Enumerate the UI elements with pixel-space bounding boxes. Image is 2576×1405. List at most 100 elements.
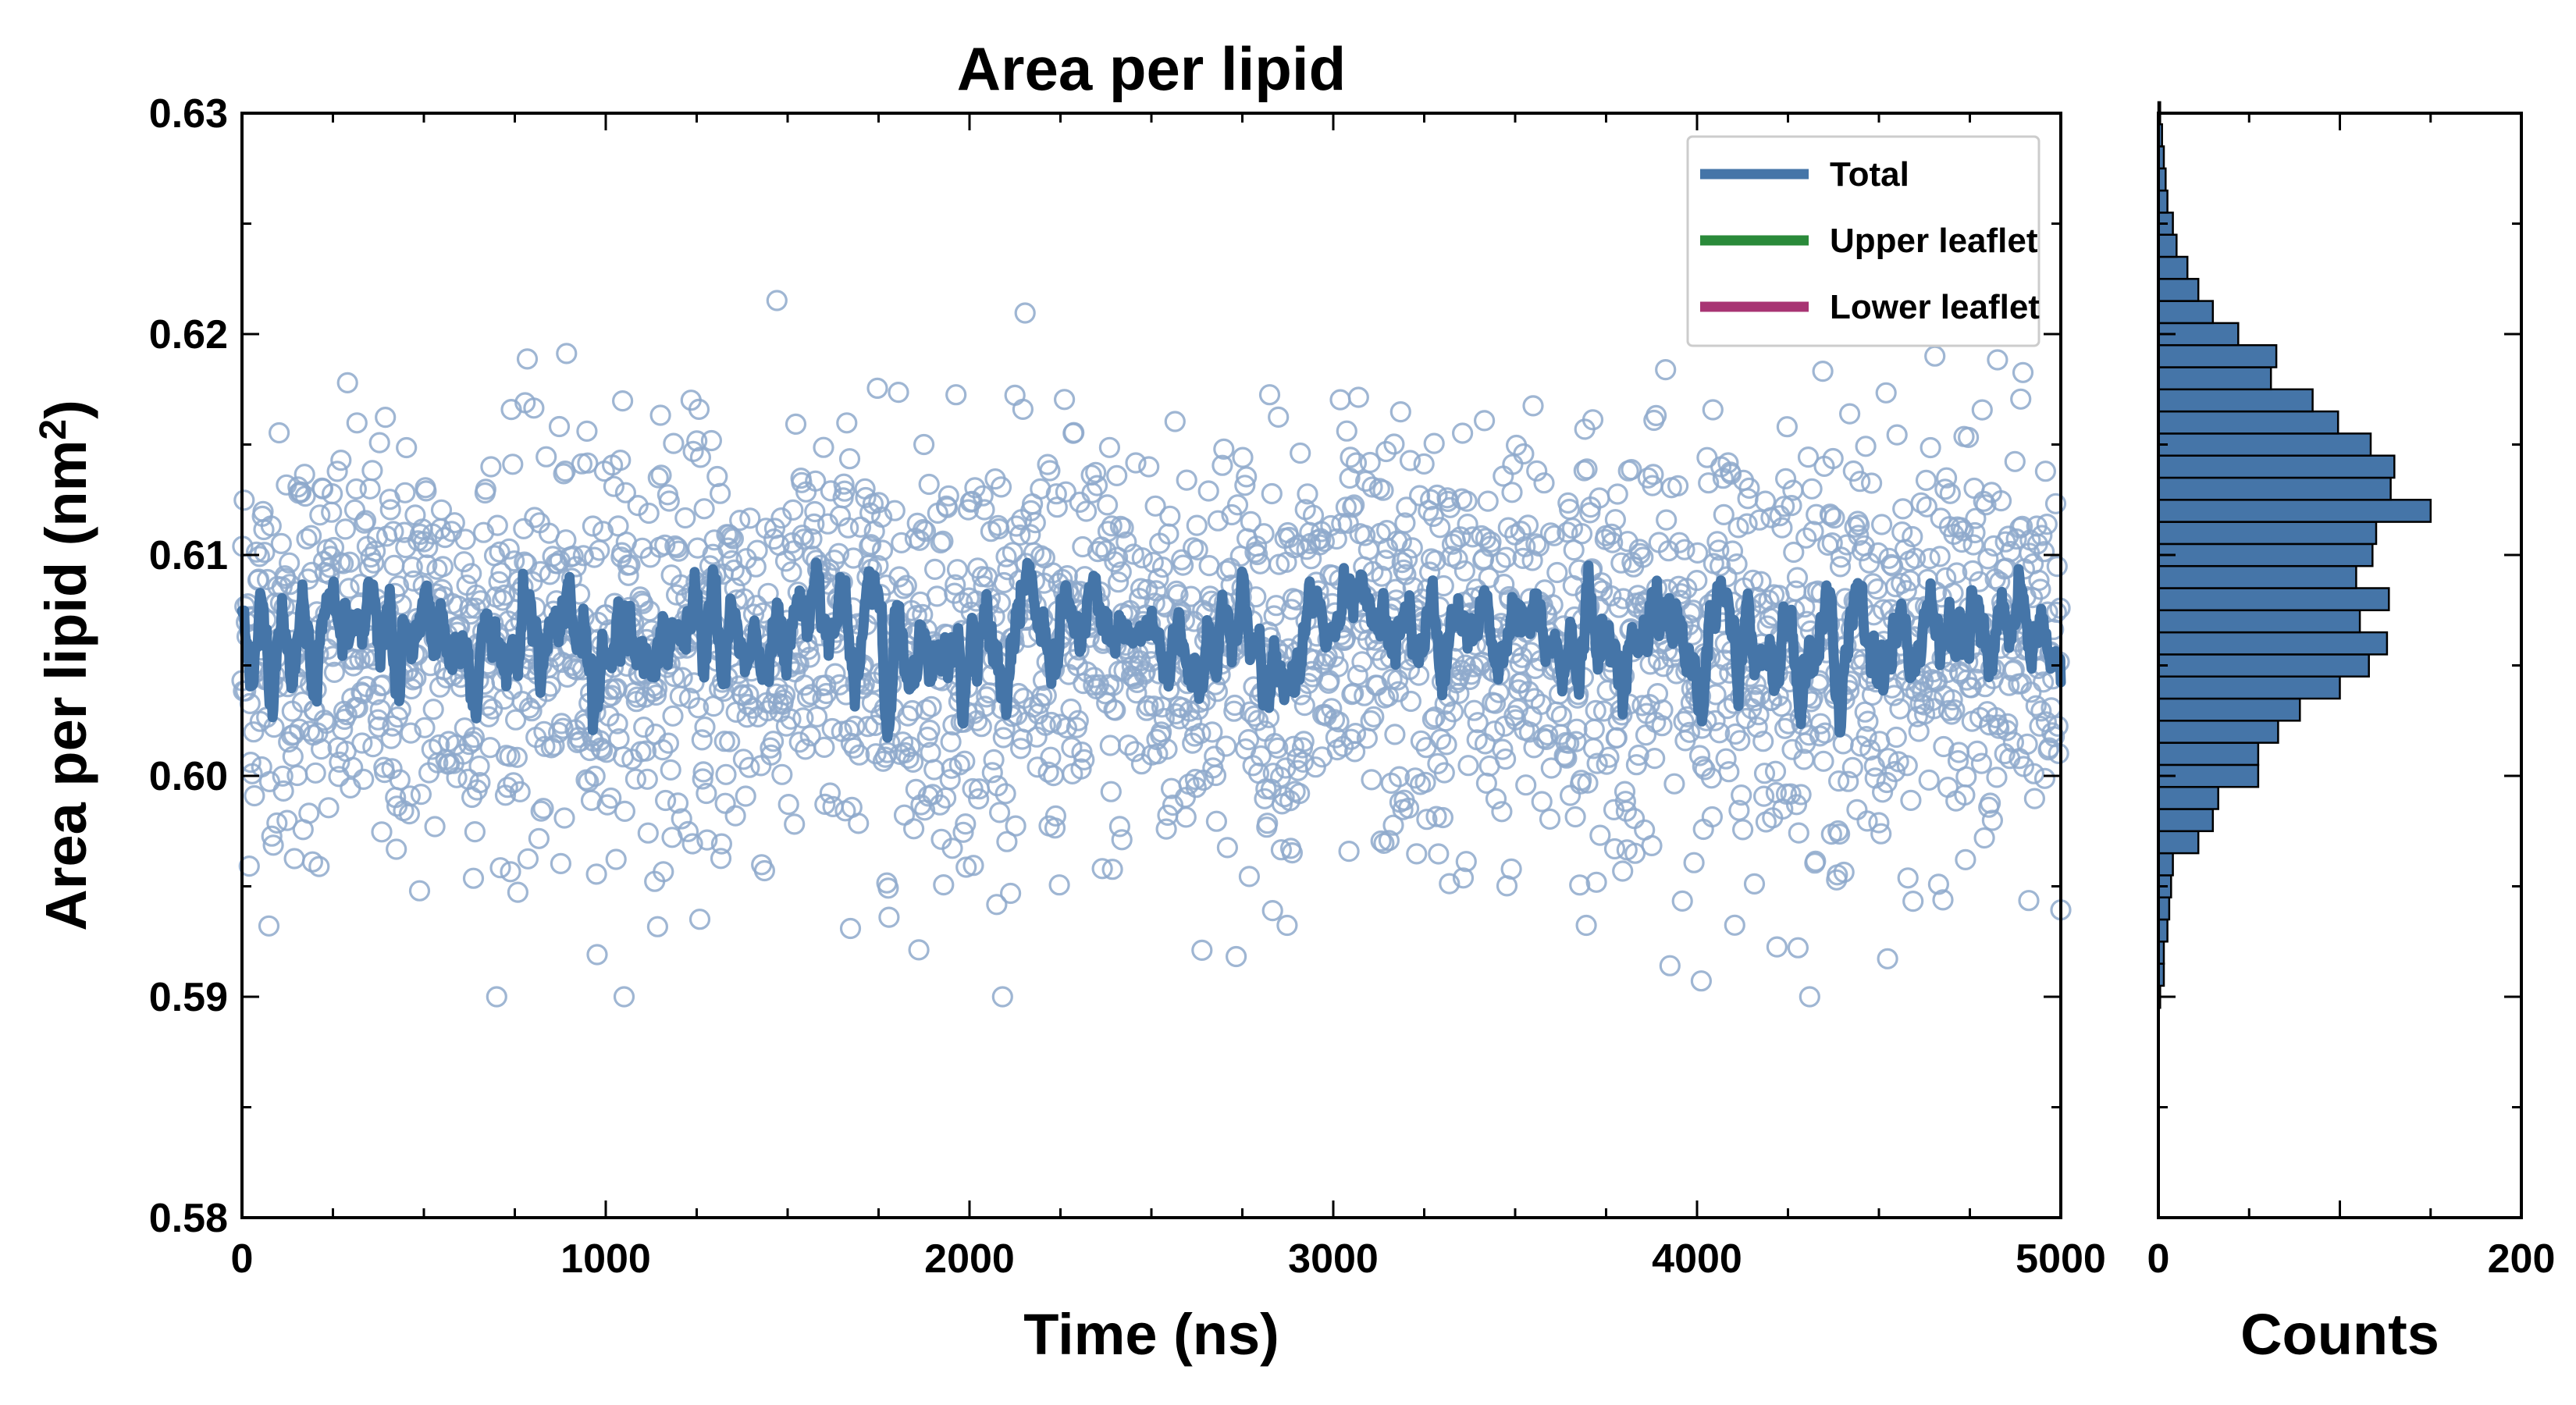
scatter-point (299, 720, 321, 742)
scatter-point (1846, 799, 1868, 821)
scatter-point (1101, 859, 1123, 880)
scatter-point (633, 716, 655, 738)
scatter-point (1642, 464, 1664, 486)
scatter-point (1589, 824, 1611, 846)
histogram-bar (2157, 609, 2361, 634)
scatter-point (898, 747, 920, 770)
scatter-point (1855, 436, 1877, 457)
scatter-point (1215, 560, 1238, 582)
scatter-point (782, 499, 804, 521)
scatter-point (1204, 745, 1226, 767)
scatter-point (1546, 561, 1568, 584)
scatter-point (1137, 695, 1159, 717)
scatter-point (1522, 395, 1544, 417)
y-axis-label-superscript: 2 (33, 419, 74, 440)
scatter-point (1009, 738, 1032, 759)
scatter-point (408, 880, 431, 902)
scatter-point (1375, 550, 1397, 571)
scatter-point (1457, 513, 1478, 535)
scatter-point (859, 535, 881, 557)
scatter-point (1729, 730, 1751, 752)
y-tick-label: 0.60 (149, 754, 228, 799)
scatter-point (1386, 669, 1409, 691)
scatter-point (838, 448, 861, 470)
histogram-bar (2157, 300, 2215, 325)
scatter-point (771, 763, 793, 785)
scatter-point (819, 782, 841, 804)
scatter-point (283, 848, 305, 870)
scatter-point (480, 456, 502, 478)
scatter-point (855, 486, 877, 509)
scatter-point (383, 554, 405, 576)
scatter-point (1045, 483, 1067, 505)
scatter-point (972, 485, 994, 507)
scatter-point (1439, 873, 1461, 895)
scatter-point (233, 489, 255, 511)
scatter-point (799, 725, 821, 747)
scatter-point (1234, 475, 1256, 496)
scatter-point (1283, 537, 1305, 559)
legend-label: Lower leaflet (1830, 288, 2040, 326)
scatter-point (1539, 808, 1561, 831)
scatter-point (1258, 384, 1281, 406)
scatter-point (996, 831, 1018, 852)
scatter-point (1429, 517, 1451, 539)
scatter-point (379, 499, 401, 521)
scatter-point (820, 480, 841, 502)
scatter-point (1190, 722, 1212, 745)
scatter-point (1764, 760, 1787, 782)
scatter-point (614, 800, 636, 823)
scatter-point (988, 802, 1011, 823)
scatter-point (844, 715, 866, 738)
scatter-point (710, 848, 732, 870)
histogram-bar (2157, 366, 2272, 391)
scatter-point (720, 526, 742, 548)
scatter-point (1283, 735, 1304, 757)
scatter-point (1404, 767, 1426, 789)
scatter-point (1187, 539, 1208, 561)
scatter-point (981, 762, 1003, 784)
scatter-point (1641, 834, 1663, 857)
scatter-point (506, 746, 528, 768)
scatter-point (1070, 758, 1092, 780)
scatter-point (1125, 452, 1147, 474)
scatter-point (757, 582, 779, 604)
scatter-point (577, 452, 599, 474)
scatter-point (1416, 809, 1438, 831)
scatter-point (1683, 852, 1705, 873)
y-axis-label-main: Area per lipid (nm (34, 440, 98, 931)
histogram-bar (2157, 410, 2339, 435)
y-axis-label: Area per lipid (nm2) (33, 400, 99, 930)
scatter-point (1743, 873, 1766, 895)
scatter-point (1216, 837, 1239, 859)
scatter-point (454, 528, 476, 550)
scatter-point (1457, 755, 1479, 777)
scatter-point (565, 556, 587, 578)
scatter-point (1663, 773, 1685, 795)
legend-label: Total (1830, 155, 1909, 194)
scatter-point (1097, 521, 1119, 542)
scatter-point (2034, 461, 2056, 482)
scatter-point (962, 777, 984, 800)
scatter-point (1413, 453, 1435, 475)
scatter-point (991, 986, 1013, 1008)
scatter-point (1107, 571, 1130, 593)
scatter-point (1583, 718, 1605, 741)
scatter-point (1164, 411, 1186, 432)
x-tick-label: 4000 (1652, 1236, 1742, 1282)
scatter-point (1073, 672, 1094, 695)
scatter-point (1564, 806, 1586, 828)
scatter-point (1191, 939, 1213, 962)
scatter-point (1801, 478, 1823, 500)
scatter-point (739, 507, 761, 529)
scatter-point (1566, 718, 1588, 740)
scatter-point (1388, 766, 1411, 788)
histogram-bar (2157, 454, 2396, 479)
scatter-point (1091, 858, 1113, 880)
scatter-point (330, 449, 352, 471)
scatter-point (469, 771, 491, 794)
scatter-point (1250, 745, 1272, 767)
scatter-point (443, 512, 465, 534)
scatter-point (516, 348, 539, 370)
scatter-point (834, 480, 856, 502)
